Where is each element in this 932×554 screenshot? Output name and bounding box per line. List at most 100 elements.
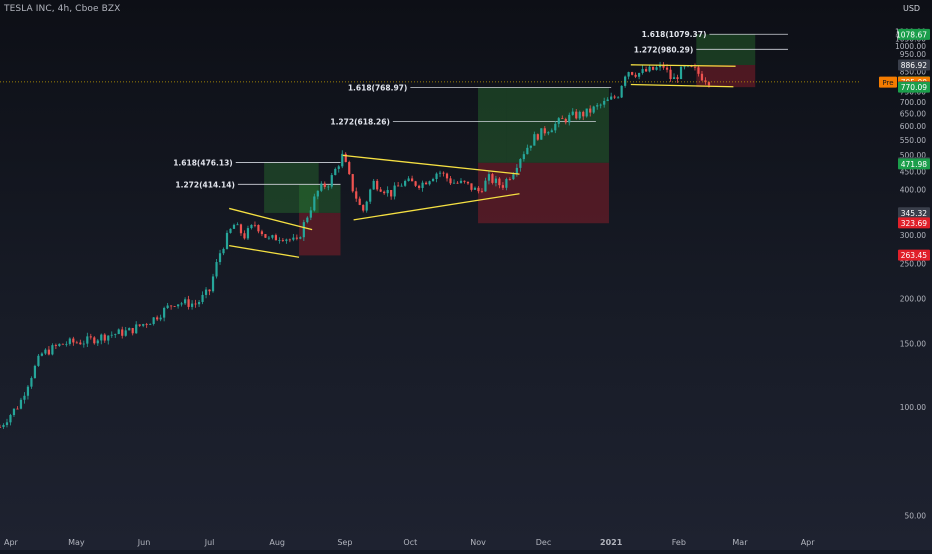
candle — [9, 413, 12, 426]
candle — [0, 424, 2, 428]
candle — [487, 170, 491, 185]
triangle-2-lower-line — [353, 193, 520, 221]
candle — [246, 225, 250, 240]
candle — [177, 304, 180, 309]
candle — [93, 336, 96, 345]
candle — [445, 172, 449, 182]
y-axis[interactable]: 50.00100.00150.00200.00250.00300.00350.0… — [895, 27, 926, 520]
candle — [428, 180, 431, 186]
price-badge-label: 323.69 — [901, 219, 927, 228]
x-tick-label: 2021 — [600, 538, 623, 547]
candle — [183, 297, 187, 306]
candle — [2, 423, 5, 430]
candle — [135, 321, 138, 334]
candle — [26, 384, 30, 400]
candle — [641, 65, 644, 75]
candle — [54, 343, 57, 350]
candle — [557, 117, 560, 128]
candle — [522, 151, 525, 162]
candle — [302, 219, 305, 242]
candle — [700, 70, 704, 82]
candle — [648, 64, 651, 73]
candle — [5, 418, 9, 428]
price-badge-red: 323.69 — [898, 217, 930, 229]
x-tick-label: Jul — [204, 538, 215, 547]
candle — [288, 238, 291, 243]
candle — [229, 228, 232, 234]
candle — [564, 117, 567, 125]
candle — [620, 85, 623, 99]
fib-extension-levels: 1.618(1079.37) 1.272(980.29) 1.618(768.97)… — [173, 30, 788, 189]
candle — [163, 306, 166, 322]
x-tick-label: Mar — [732, 538, 748, 547]
candle — [180, 301, 183, 307]
candle — [547, 131, 550, 136]
y-tick-label: 200.00 — [900, 294, 926, 303]
candle — [327, 185, 330, 191]
candle — [190, 300, 194, 310]
x-axis[interactable]: Apr May Jun Jul Aug Sep Oct Nov Dec 2021 Feb Mar Apr — [4, 538, 815, 547]
candle — [51, 343, 54, 356]
candle — [30, 376, 33, 389]
y-tick-label: 400.00 — [900, 186, 926, 195]
candle — [693, 63, 697, 71]
candle — [16, 406, 19, 410]
candle — [211, 273, 215, 293]
candle — [383, 190, 386, 195]
candle — [578, 110, 581, 120]
candle — [341, 150, 344, 169]
flag-1-upper-line — [229, 207, 313, 231]
candle — [170, 305, 173, 310]
candle — [491, 172, 494, 185]
candle — [323, 181, 326, 190]
candle — [540, 128, 543, 140]
candle — [19, 397, 23, 410]
candle — [348, 160, 351, 176]
candle — [494, 175, 498, 187]
candle — [477, 186, 480, 194]
candle — [470, 183, 473, 192]
candle — [449, 175, 452, 186]
candle — [393, 182, 396, 200]
candle — [529, 145, 532, 151]
zone-stop-5 — [478, 162, 609, 224]
candle — [585, 108, 588, 118]
candle — [526, 144, 529, 155]
candle — [313, 193, 316, 212]
candle — [215, 259, 218, 279]
candle — [12, 408, 16, 417]
candle — [107, 335, 110, 345]
candle — [187, 295, 190, 310]
candle — [603, 97, 606, 108]
y-tick-label: 850.00 — [900, 68, 926, 77]
candle — [407, 176, 410, 182]
candle — [159, 314, 162, 322]
candle — [561, 115, 564, 119]
candle — [397, 182, 400, 187]
candle — [58, 343, 61, 347]
candle — [386, 186, 389, 197]
candle — [459, 178, 463, 184]
candle — [376, 178, 379, 192]
candle — [596, 103, 599, 110]
x-tick-label: Nov — [470, 538, 486, 547]
candle — [40, 352, 44, 357]
candle — [473, 186, 477, 190]
price-badges: 1078.67886.92796.22795.00Pre772.43770.09… — [879, 28, 930, 261]
pre-market-tag: Pre — [882, 79, 893, 87]
candle — [627, 71, 630, 80]
candle — [117, 328, 120, 335]
candle — [250, 224, 253, 230]
candle — [519, 158, 522, 172]
x-tick-label: Sep — [337, 538, 352, 547]
candle — [369, 188, 372, 204]
candle — [617, 96, 620, 99]
candle — [662, 62, 665, 70]
candle — [208, 289, 211, 296]
price-badge-label: 263.45 — [901, 251, 927, 260]
candle — [672, 73, 676, 80]
candle — [267, 235, 271, 240]
flag-1-lower-line — [229, 244, 300, 258]
